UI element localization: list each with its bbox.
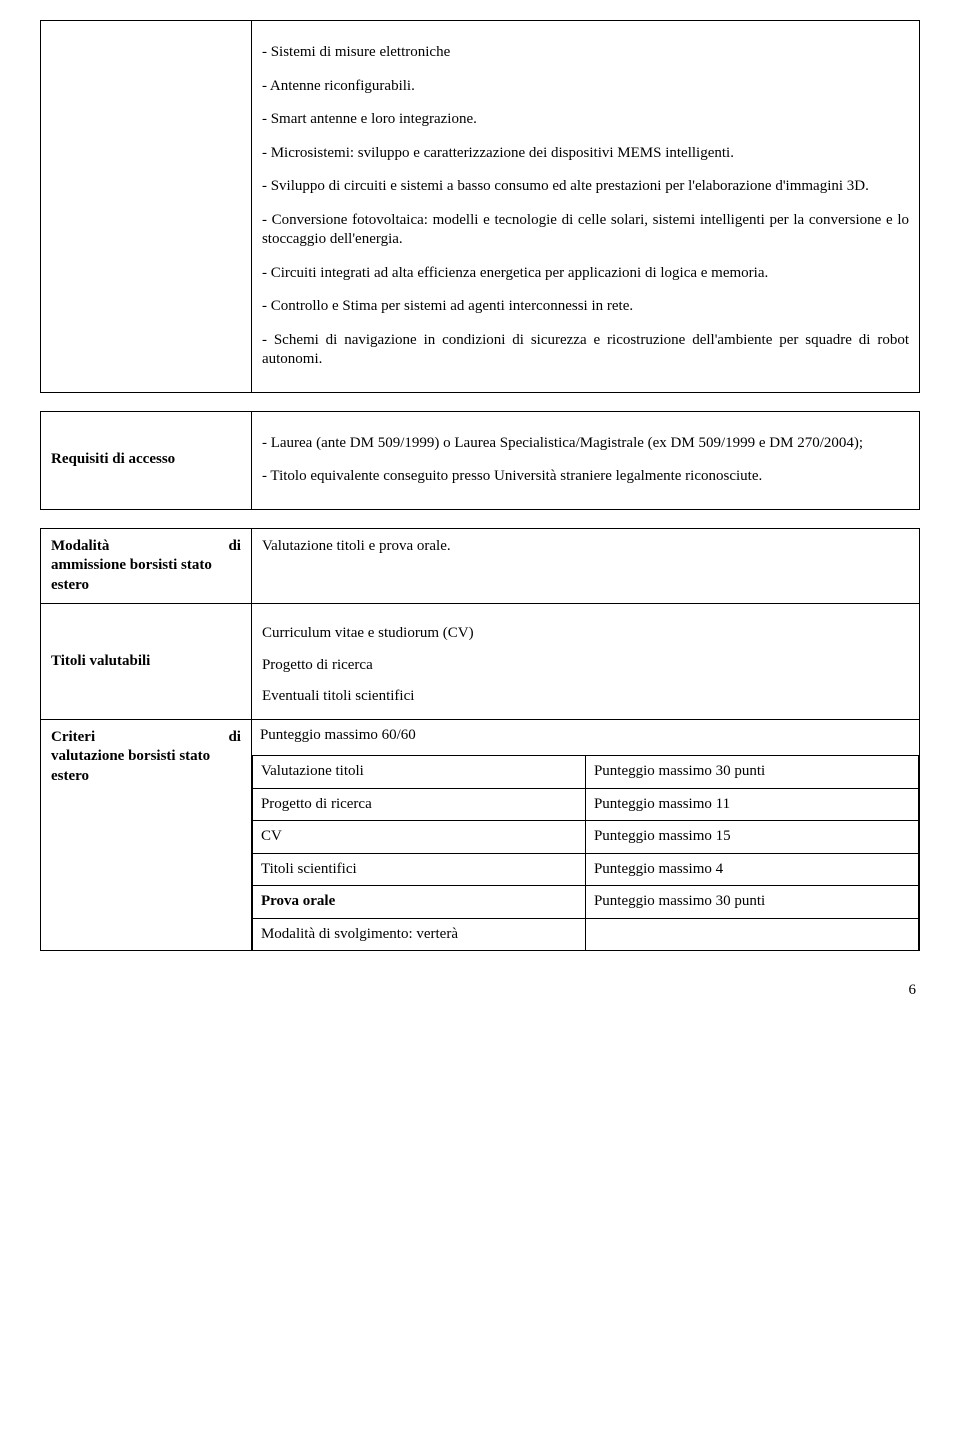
punteggio-table: Valutazione titoli Punteggio massimo 30 …	[252, 755, 919, 950]
criteri-label: Criteri di valutazione borsisti stato es…	[41, 719, 252, 951]
requisiti-content: - Laurea (ante DM 509/1999) o Laurea Spe…	[251, 411, 919, 509]
table-row: CV Punteggio massimo 15	[252, 821, 918, 854]
criteri-content: Punteggio massimo 60/60 Valutazione tito…	[251, 719, 919, 951]
modalita-value: Valutazione titoli e prova orale.	[251, 528, 919, 604]
section-1-table: - Sistemi di misure elettroniche - Anten…	[40, 20, 920, 393]
table-row: Modalità di svolgimento: verterà	[252, 918, 918, 950]
section-2-table: Requisiti di accesso - Laurea (ante DM 5…	[40, 411, 920, 510]
table-row: Prova orale Punteggio massimo 30 punti	[252, 886, 918, 919]
punteggio-header: Punteggio massimo 60/60	[252, 720, 919, 752]
modalita-word: Modalità	[51, 537, 109, 557]
table-row: Progetto di ricerca Punteggio massimo 11	[252, 788, 918, 821]
di-word: di	[228, 728, 241, 748]
section-1-content: - Sistemi di misure elettroniche - Anten…	[251, 21, 919, 393]
titoli-content: Curriculum vitae e studiorum (CV) Proget…	[251, 604, 919, 720]
criteri-word: Criteri	[51, 728, 95, 748]
titoli-label: Titoli valutabili	[41, 604, 252, 720]
titoli-scientifici: Eventuali titoli scientifici	[262, 687, 909, 707]
requisiti-item-1: - Laurea (ante DM 509/1999) o Laurea Spe…	[262, 434, 909, 454]
bullet: - Antenne riconfigurabili.	[262, 77, 909, 97]
bullet: - Controllo e Stima per sistemi ad agent…	[262, 297, 909, 317]
titoli-cv: Curriculum vitae e studiorum (CV)	[262, 624, 909, 644]
table-row: Valutazione titoli Punteggio massimo 30 …	[252, 756, 918, 789]
table-row: Titoli scientifici Punteggio massimo 4	[252, 853, 918, 886]
di-word: di	[228, 537, 241, 557]
bullet: - Sistemi di misure elettroniche	[262, 43, 909, 63]
section-1-left	[41, 21, 252, 393]
requisiti-label: Requisiti di accesso	[41, 411, 252, 509]
titoli-progetto: Progetto di ricerca	[262, 656, 909, 676]
criteri-rest: valutazione borsisti stato estero	[51, 747, 241, 786]
bullet: - Microsistemi: sviluppo e caratterizzaz…	[262, 144, 909, 164]
bullet: - Conversione fotovoltaica: modelli e te…	[262, 211, 909, 250]
bullet: - Sviluppo di circuiti e sistemi a basso…	[262, 177, 909, 197]
bullet: - Circuiti integrati ad alta efficienza …	[262, 264, 909, 284]
requisiti-item-2: - Titolo equivalente conseguito presso U…	[262, 467, 909, 487]
bullet: - Smart antenne e loro integrazione.	[262, 110, 909, 130]
section-3-table: Modalità di ammissione borsisti stato es…	[40, 528, 920, 952]
page-number: 6	[40, 981, 920, 1001]
modalita-rest: ammissione borsisti stato estero	[51, 556, 241, 595]
modalita-label: Modalità di ammissione borsisti stato es…	[41, 528, 252, 604]
bullet: - Schemi di navigazione in condizioni di…	[262, 331, 909, 370]
